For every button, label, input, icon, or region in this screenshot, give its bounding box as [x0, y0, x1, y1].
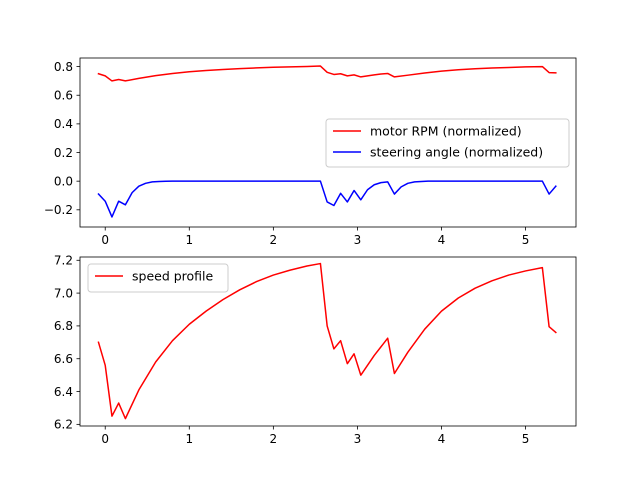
- bottom-subplot-legend: speed profile: [87, 263, 229, 293]
- top-x-tick-label: 3: [354, 233, 362, 247]
- top-y-tick-label: 0.0: [54, 174, 73, 188]
- top-x-tick-label: 1: [185, 233, 193, 247]
- top-y-tick-label: 0.2: [54, 146, 73, 160]
- bottom-x-tick-label: 2: [270, 432, 278, 446]
- bottom-y-tick-label: 7.0: [54, 286, 73, 300]
- top-legend-box: [325, 118, 570, 168]
- top-subplot-frame: [79, 57, 577, 228]
- top-y-tick-label: 0.4: [54, 117, 73, 131]
- top-series-line-0: [97, 65, 557, 82]
- top-subplot-ticks: 0 1 2 3 4 5 −0.2 0.0 0.2 0.4 0.6 0.8: [44, 60, 530, 247]
- top-y-tick-label: 0.6: [54, 89, 73, 103]
- bottom-y-tick-label: 6.6: [54, 352, 73, 366]
- top-subplot-legend: motor RPM (normalized) steering angle (no…: [325, 118, 570, 168]
- bottom-series-line-0: [97, 262, 557, 420]
- bottom-x-tick-label: 4: [438, 432, 446, 446]
- bottom-y-tick-label: 7.2: [54, 254, 73, 268]
- top-x-tick-label: 2: [270, 233, 278, 247]
- top-y-tick-label: 0.8: [54, 60, 73, 74]
- bottom-y-tick-label: 6.2: [54, 418, 73, 432]
- bottom-x-tick-label: 1: [185, 432, 193, 446]
- bottom-legend-box: [87, 263, 229, 293]
- bottom-subplot-frame: [79, 256, 577, 427]
- top-legend-label-0: motor RPM (normalized): [370, 124, 522, 139]
- bottom-subplot: 0 1 2 3 4 5 6.2 6.4 6.6 6.8 7.0 7.2 speed profile: [54, 254, 577, 446]
- top-y-tick-label: −0.2: [44, 203, 73, 217]
- bottom-x-tick-label: 3: [354, 432, 362, 446]
- top-x-tick-label: 4: [438, 233, 446, 247]
- top-series-line-1: [97, 180, 557, 218]
- top-subplot-lines: [97, 65, 557, 218]
- bottom-subplot-ticks: 0 1 2 3 4 5 6.2 6.4 6.6 6.8 7.0 7.2: [54, 254, 529, 446]
- top-x-tick-label: 0: [101, 233, 109, 247]
- bottom-x-tick-label: 5: [522, 432, 530, 446]
- bottom-subplot-lines: [97, 262, 557, 420]
- top-x-tick-label: 5: [522, 233, 530, 247]
- bottom-y-tick-label: 6.4: [54, 385, 73, 399]
- bottom-legend-label-0: speed profile: [132, 269, 214, 284]
- bottom-x-tick-label: 0: [101, 432, 109, 446]
- top-subplot: 0 1 2 3 4 5 −0.2 0.0 0.2 0.4 0.6 0.8 motor RPM (nor…: [44, 57, 577, 247]
- top-legend-label-1: steering angle (normalized): [370, 145, 543, 160]
- bottom-y-tick-label: 6.8: [54, 319, 73, 333]
